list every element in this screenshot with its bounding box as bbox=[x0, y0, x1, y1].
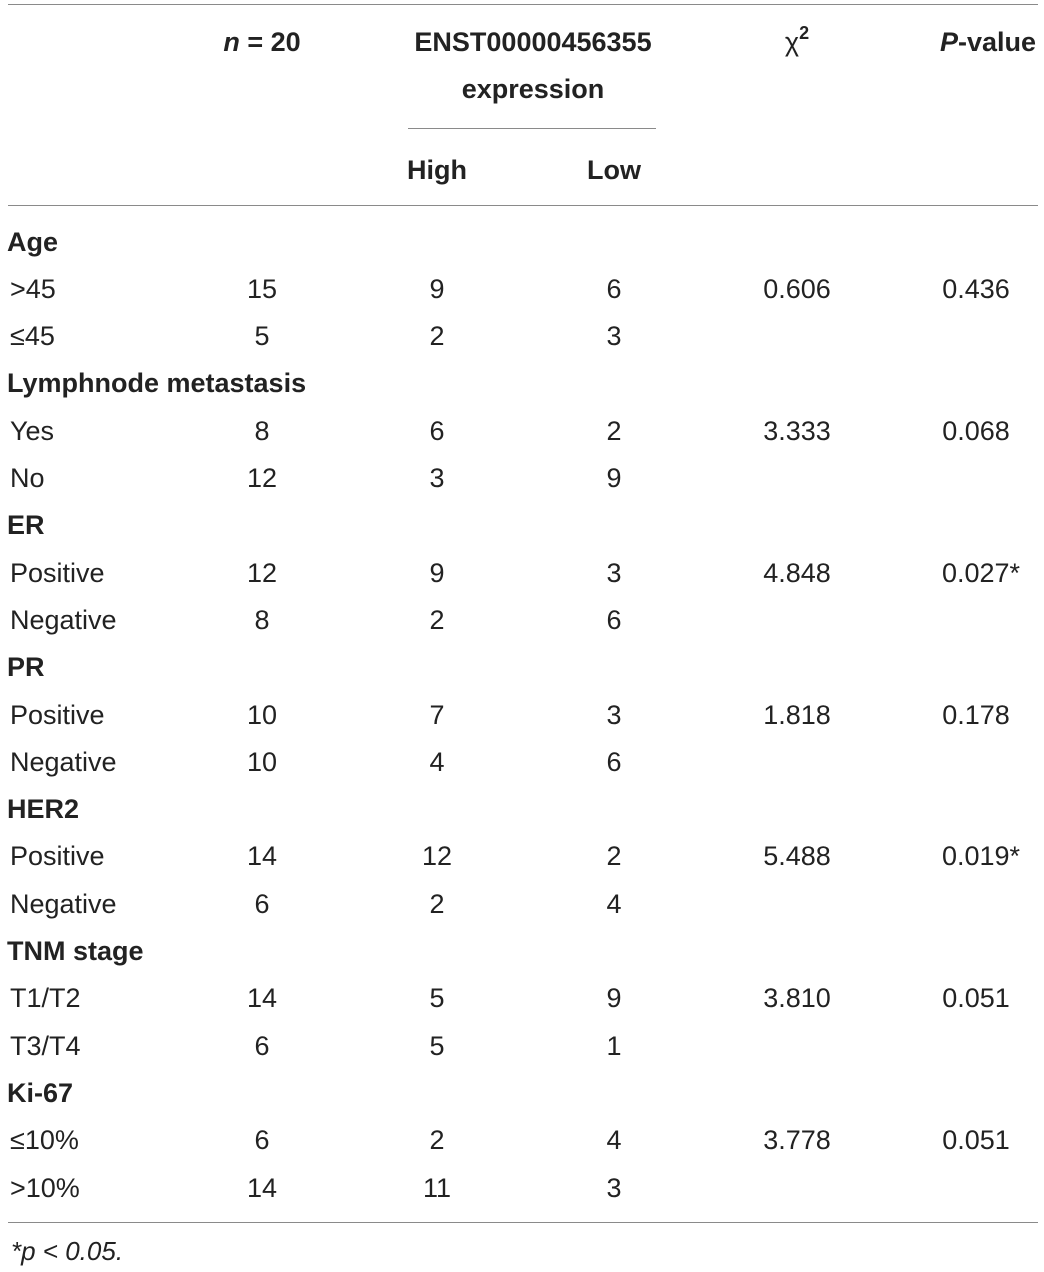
row-n: 15 bbox=[246, 274, 278, 304]
row-high: 2 bbox=[429, 321, 445, 351]
row-n: 10 bbox=[246, 747, 278, 777]
row-low: 2 bbox=[606, 416, 622, 446]
row-high: 5 bbox=[429, 1031, 445, 1061]
row-label: Positive bbox=[10, 841, 105, 871]
bottom-rule bbox=[8, 1222, 1038, 1223]
row-p: 0.436 bbox=[942, 274, 1010, 304]
chi-square-header: χ2 bbox=[784, 23, 810, 58]
row-p: 0.027* bbox=[941, 558, 1021, 588]
group-title: HER2 bbox=[7, 794, 80, 824]
row-high: 5 bbox=[429, 983, 445, 1013]
row-high: 3 bbox=[429, 463, 445, 493]
row-high: 2 bbox=[429, 605, 445, 635]
low-header: Low bbox=[587, 155, 641, 185]
gene-header-line2: expression bbox=[461, 74, 605, 104]
row-low: 3 bbox=[606, 321, 622, 351]
row-label: No bbox=[10, 463, 45, 493]
row-n: 6 bbox=[254, 1031, 270, 1061]
top-rule bbox=[8, 4, 1038, 5]
row-label: Yes bbox=[10, 416, 55, 446]
row-label: >45 bbox=[10, 274, 56, 304]
row-low: 1 bbox=[606, 1031, 622, 1061]
n-header: n = 20 bbox=[223, 26, 300, 58]
group-title: ER bbox=[7, 510, 45, 540]
row-n: 6 bbox=[254, 889, 270, 919]
row-p: 0.178 bbox=[942, 700, 1010, 730]
row-low: 3 bbox=[606, 558, 622, 588]
row-label: T1/T2 bbox=[10, 983, 81, 1013]
row-label: Positive bbox=[10, 700, 105, 730]
row-label: ≤10% bbox=[10, 1125, 79, 1155]
row-n: 14 bbox=[246, 841, 278, 871]
row-low: 4 bbox=[606, 889, 622, 919]
row-n: 12 bbox=[246, 463, 278, 493]
gene-header-line1: ENST00000456355 bbox=[414, 27, 652, 57]
row-high: 7 bbox=[429, 700, 445, 730]
row-n: 8 bbox=[254, 605, 270, 635]
row-p: 0.051 bbox=[942, 983, 1010, 1013]
row-low: 3 bbox=[606, 1173, 622, 1203]
row-chi: 3.810 bbox=[763, 983, 831, 1013]
row-high: 2 bbox=[429, 889, 445, 919]
row-label: Positive bbox=[10, 558, 105, 588]
high-header: High bbox=[407, 155, 467, 185]
row-n: 10 bbox=[246, 700, 278, 730]
row-low: 3 bbox=[606, 700, 622, 730]
row-n: 14 bbox=[246, 983, 278, 1013]
row-high: 6 bbox=[429, 416, 445, 446]
row-low: 6 bbox=[606, 274, 622, 304]
n-header-italic: n bbox=[223, 27, 240, 57]
row-chi: 5.488 bbox=[763, 841, 831, 871]
row-high: 12 bbox=[421, 841, 453, 871]
row-chi: 1.818 bbox=[763, 700, 831, 730]
row-label: T3/T4 bbox=[10, 1031, 81, 1061]
row-p: 0.019* bbox=[941, 841, 1021, 871]
group-title: Ki-67 bbox=[7, 1078, 74, 1108]
row-n: 14 bbox=[246, 1173, 278, 1203]
row-low: 6 bbox=[606, 605, 622, 635]
row-chi: 3.778 bbox=[763, 1125, 831, 1155]
row-low: 6 bbox=[606, 747, 622, 777]
row-label: >10% bbox=[10, 1173, 80, 1203]
row-n: 8 bbox=[254, 416, 270, 446]
group-title: Lymphnode metastasis bbox=[7, 368, 307, 398]
row-high: 2 bbox=[429, 1125, 445, 1155]
row-low: 2 bbox=[606, 841, 622, 871]
row-high: 4 bbox=[429, 747, 445, 777]
p-value-italic: P bbox=[939, 27, 958, 57]
row-high: 11 bbox=[422, 1173, 452, 1203]
row-label: Negative bbox=[10, 889, 117, 919]
chi-symbol: χ bbox=[784, 27, 800, 57]
row-high: 9 bbox=[429, 558, 445, 588]
row-chi: 3.333 bbox=[763, 416, 831, 446]
p-value-rest: -value bbox=[957, 27, 1036, 57]
row-n: 5 bbox=[254, 321, 270, 351]
row-low: 4 bbox=[606, 1125, 622, 1155]
chi-superscript: 2 bbox=[799, 23, 810, 43]
row-p: 0.051 bbox=[942, 1125, 1010, 1155]
p-value-header: P-value bbox=[940, 26, 1036, 58]
row-label: ≤45 bbox=[10, 321, 55, 351]
footnote: *p < 0.05. bbox=[11, 1236, 124, 1266]
row-low: 9 bbox=[606, 983, 622, 1013]
group-title: PR bbox=[7, 652, 45, 682]
row-p: 0.068 bbox=[942, 416, 1010, 446]
n-header-rest: = 20 bbox=[239, 27, 301, 57]
row-high: 9 bbox=[429, 274, 445, 304]
row-label: Negative bbox=[10, 605, 117, 635]
row-low: 9 bbox=[606, 463, 622, 493]
row-chi: 4.848 bbox=[763, 558, 831, 588]
row-n: 6 bbox=[254, 1125, 270, 1155]
expression-rule bbox=[408, 128, 656, 129]
row-label: Negative bbox=[10, 747, 117, 777]
header-bottom-rule bbox=[8, 205, 1038, 206]
group-title: TNM stage bbox=[7, 936, 144, 966]
row-chi: 0.606 bbox=[763, 274, 831, 304]
group-title: Age bbox=[7, 227, 59, 257]
row-n: 12 bbox=[246, 558, 278, 588]
